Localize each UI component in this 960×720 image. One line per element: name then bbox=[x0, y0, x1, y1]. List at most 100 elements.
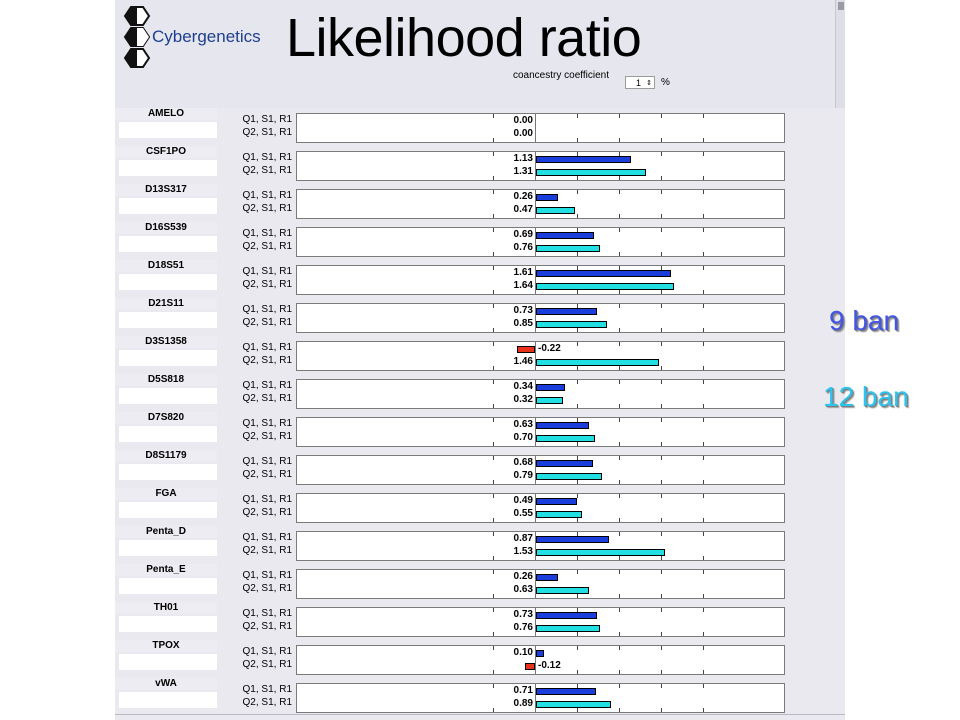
axis-tick bbox=[703, 138, 704, 142]
axis-tick bbox=[577, 252, 578, 256]
lr-bar-q1 bbox=[536, 422, 589, 429]
lr-bar-panel: 0.26 0.47 bbox=[296, 189, 785, 219]
footer-strip bbox=[115, 714, 845, 720]
axis-tick bbox=[661, 190, 662, 194]
axis-tick bbox=[577, 380, 578, 384]
lr-value-q2: 0.79 bbox=[513, 470, 533, 481]
locus-name: TH01 bbox=[115, 602, 217, 614]
axis-tick bbox=[661, 304, 662, 308]
axis-tick bbox=[619, 646, 620, 650]
axis-tick bbox=[703, 252, 704, 256]
locus-row: AMELO Q1, S1, R1 Q2, S1, R1 0.00 0.00 bbox=[115, 108, 845, 146]
axis-tick bbox=[577, 442, 578, 446]
locus-row: D8S1179 Q1, S1, R1 Q2, S1, R1 0.68 0.79 bbox=[115, 450, 845, 488]
axis-tick bbox=[619, 190, 620, 194]
lr-bar-panel: 0.71 0.89 bbox=[296, 683, 785, 713]
axis-tick bbox=[493, 342, 494, 346]
axis-tick bbox=[703, 670, 704, 674]
axis-tick bbox=[661, 684, 662, 688]
lr-bar-q1 bbox=[536, 536, 610, 543]
axis-tick bbox=[661, 532, 662, 536]
row-label-q2: Q2, S1, R1 bbox=[242, 583, 292, 594]
locus-box bbox=[119, 426, 217, 442]
axis-tick bbox=[619, 138, 620, 142]
axis-tick bbox=[577, 480, 578, 484]
axis-tick bbox=[661, 518, 662, 522]
lr-value-q1: 0.71 bbox=[513, 685, 533, 696]
lr-value-q1: 1.13 bbox=[513, 153, 533, 164]
zero-line bbox=[535, 152, 536, 180]
stepper-arrows-icon[interactable]: ⇕ bbox=[646, 80, 652, 87]
lr-value-q1: 0.26 bbox=[513, 191, 533, 202]
lr-bar-q2 bbox=[536, 435, 595, 442]
axis-tick bbox=[493, 532, 494, 536]
zero-line bbox=[535, 304, 536, 332]
axis-tick bbox=[661, 494, 662, 498]
row-label-q2: Q2, S1, R1 bbox=[242, 241, 292, 252]
lr-bar-panel: 0.26 0.63 bbox=[296, 569, 785, 599]
row-label-q1: Q1, S1, R1 bbox=[242, 190, 292, 201]
coancestry-coefficient-stepper[interactable]: 1 ⇕ bbox=[625, 76, 655, 89]
lr-value-q2: 1.31 bbox=[513, 166, 533, 177]
axis-tick bbox=[619, 380, 620, 384]
lr-bar-q2 bbox=[536, 511, 583, 518]
lr-bar-q1 bbox=[536, 194, 558, 201]
axis-tick bbox=[577, 708, 578, 712]
axis-tick bbox=[493, 138, 494, 142]
coeff-value: 1 bbox=[636, 78, 642, 88]
vertical-scrollbar[interactable] bbox=[835, 0, 845, 108]
locus-name: D16S539 bbox=[115, 222, 217, 234]
page-title: Likelihood ratio bbox=[286, 8, 642, 68]
axis-tick bbox=[703, 456, 704, 460]
axis-tick bbox=[619, 632, 620, 636]
locus-name: Penta_D bbox=[115, 526, 217, 538]
row-label-q1: Q1, S1, R1 bbox=[242, 684, 292, 695]
axis-tick bbox=[619, 418, 620, 422]
row-label-q2: Q2, S1, R1 bbox=[242, 545, 292, 556]
axis-tick bbox=[619, 708, 620, 712]
zero-line bbox=[535, 190, 536, 218]
axis-tick bbox=[577, 366, 578, 370]
lr-value-q2: 1.46 bbox=[513, 356, 533, 367]
axis-tick bbox=[661, 176, 662, 180]
axis-tick bbox=[493, 114, 494, 118]
axis-tick bbox=[703, 342, 704, 346]
axis-tick bbox=[493, 632, 494, 636]
axis-tick bbox=[493, 290, 494, 294]
locus-box bbox=[119, 616, 217, 632]
axis-tick bbox=[661, 456, 662, 460]
axis-tick bbox=[661, 670, 662, 674]
scroll-up-icon[interactable] bbox=[838, 2, 844, 10]
axis-tick bbox=[703, 684, 704, 688]
axis-tick bbox=[493, 152, 494, 156]
axis-tick bbox=[703, 494, 704, 498]
axis-tick bbox=[619, 228, 620, 232]
axis-tick bbox=[661, 214, 662, 218]
axis-tick bbox=[577, 494, 578, 498]
lr-bar-q2 bbox=[536, 321, 608, 328]
axis-tick bbox=[661, 380, 662, 384]
axis-tick bbox=[661, 228, 662, 232]
locus-box bbox=[119, 122, 217, 138]
axis-tick bbox=[619, 556, 620, 560]
axis-tick bbox=[661, 570, 662, 574]
row-label-q2: Q2, S1, R1 bbox=[242, 469, 292, 480]
axis-tick bbox=[619, 304, 620, 308]
lr-value-q2: 0.63 bbox=[513, 584, 533, 595]
lr-value-q2: 0.00 bbox=[513, 128, 533, 139]
row-label-q2: Q2, S1, R1 bbox=[242, 127, 292, 138]
locus-name: D5S818 bbox=[115, 374, 217, 386]
zero-line bbox=[535, 266, 536, 294]
lr-bar-q1 bbox=[536, 460, 594, 467]
row-label-q1: Q1, S1, R1 bbox=[242, 418, 292, 429]
locus-name: Penta_E bbox=[115, 564, 217, 576]
axis-tick bbox=[703, 190, 704, 194]
lr-bar-q1 bbox=[536, 156, 631, 163]
zero-line bbox=[535, 228, 536, 256]
row-label-q2: Q2, S1, R1 bbox=[242, 621, 292, 632]
axis-tick bbox=[493, 304, 494, 308]
row-label-q2: Q2, S1, R1 bbox=[242, 317, 292, 328]
lr-value-q1: -0.22 bbox=[538, 343, 561, 354]
axis-tick bbox=[577, 190, 578, 194]
axis-tick bbox=[577, 518, 578, 522]
